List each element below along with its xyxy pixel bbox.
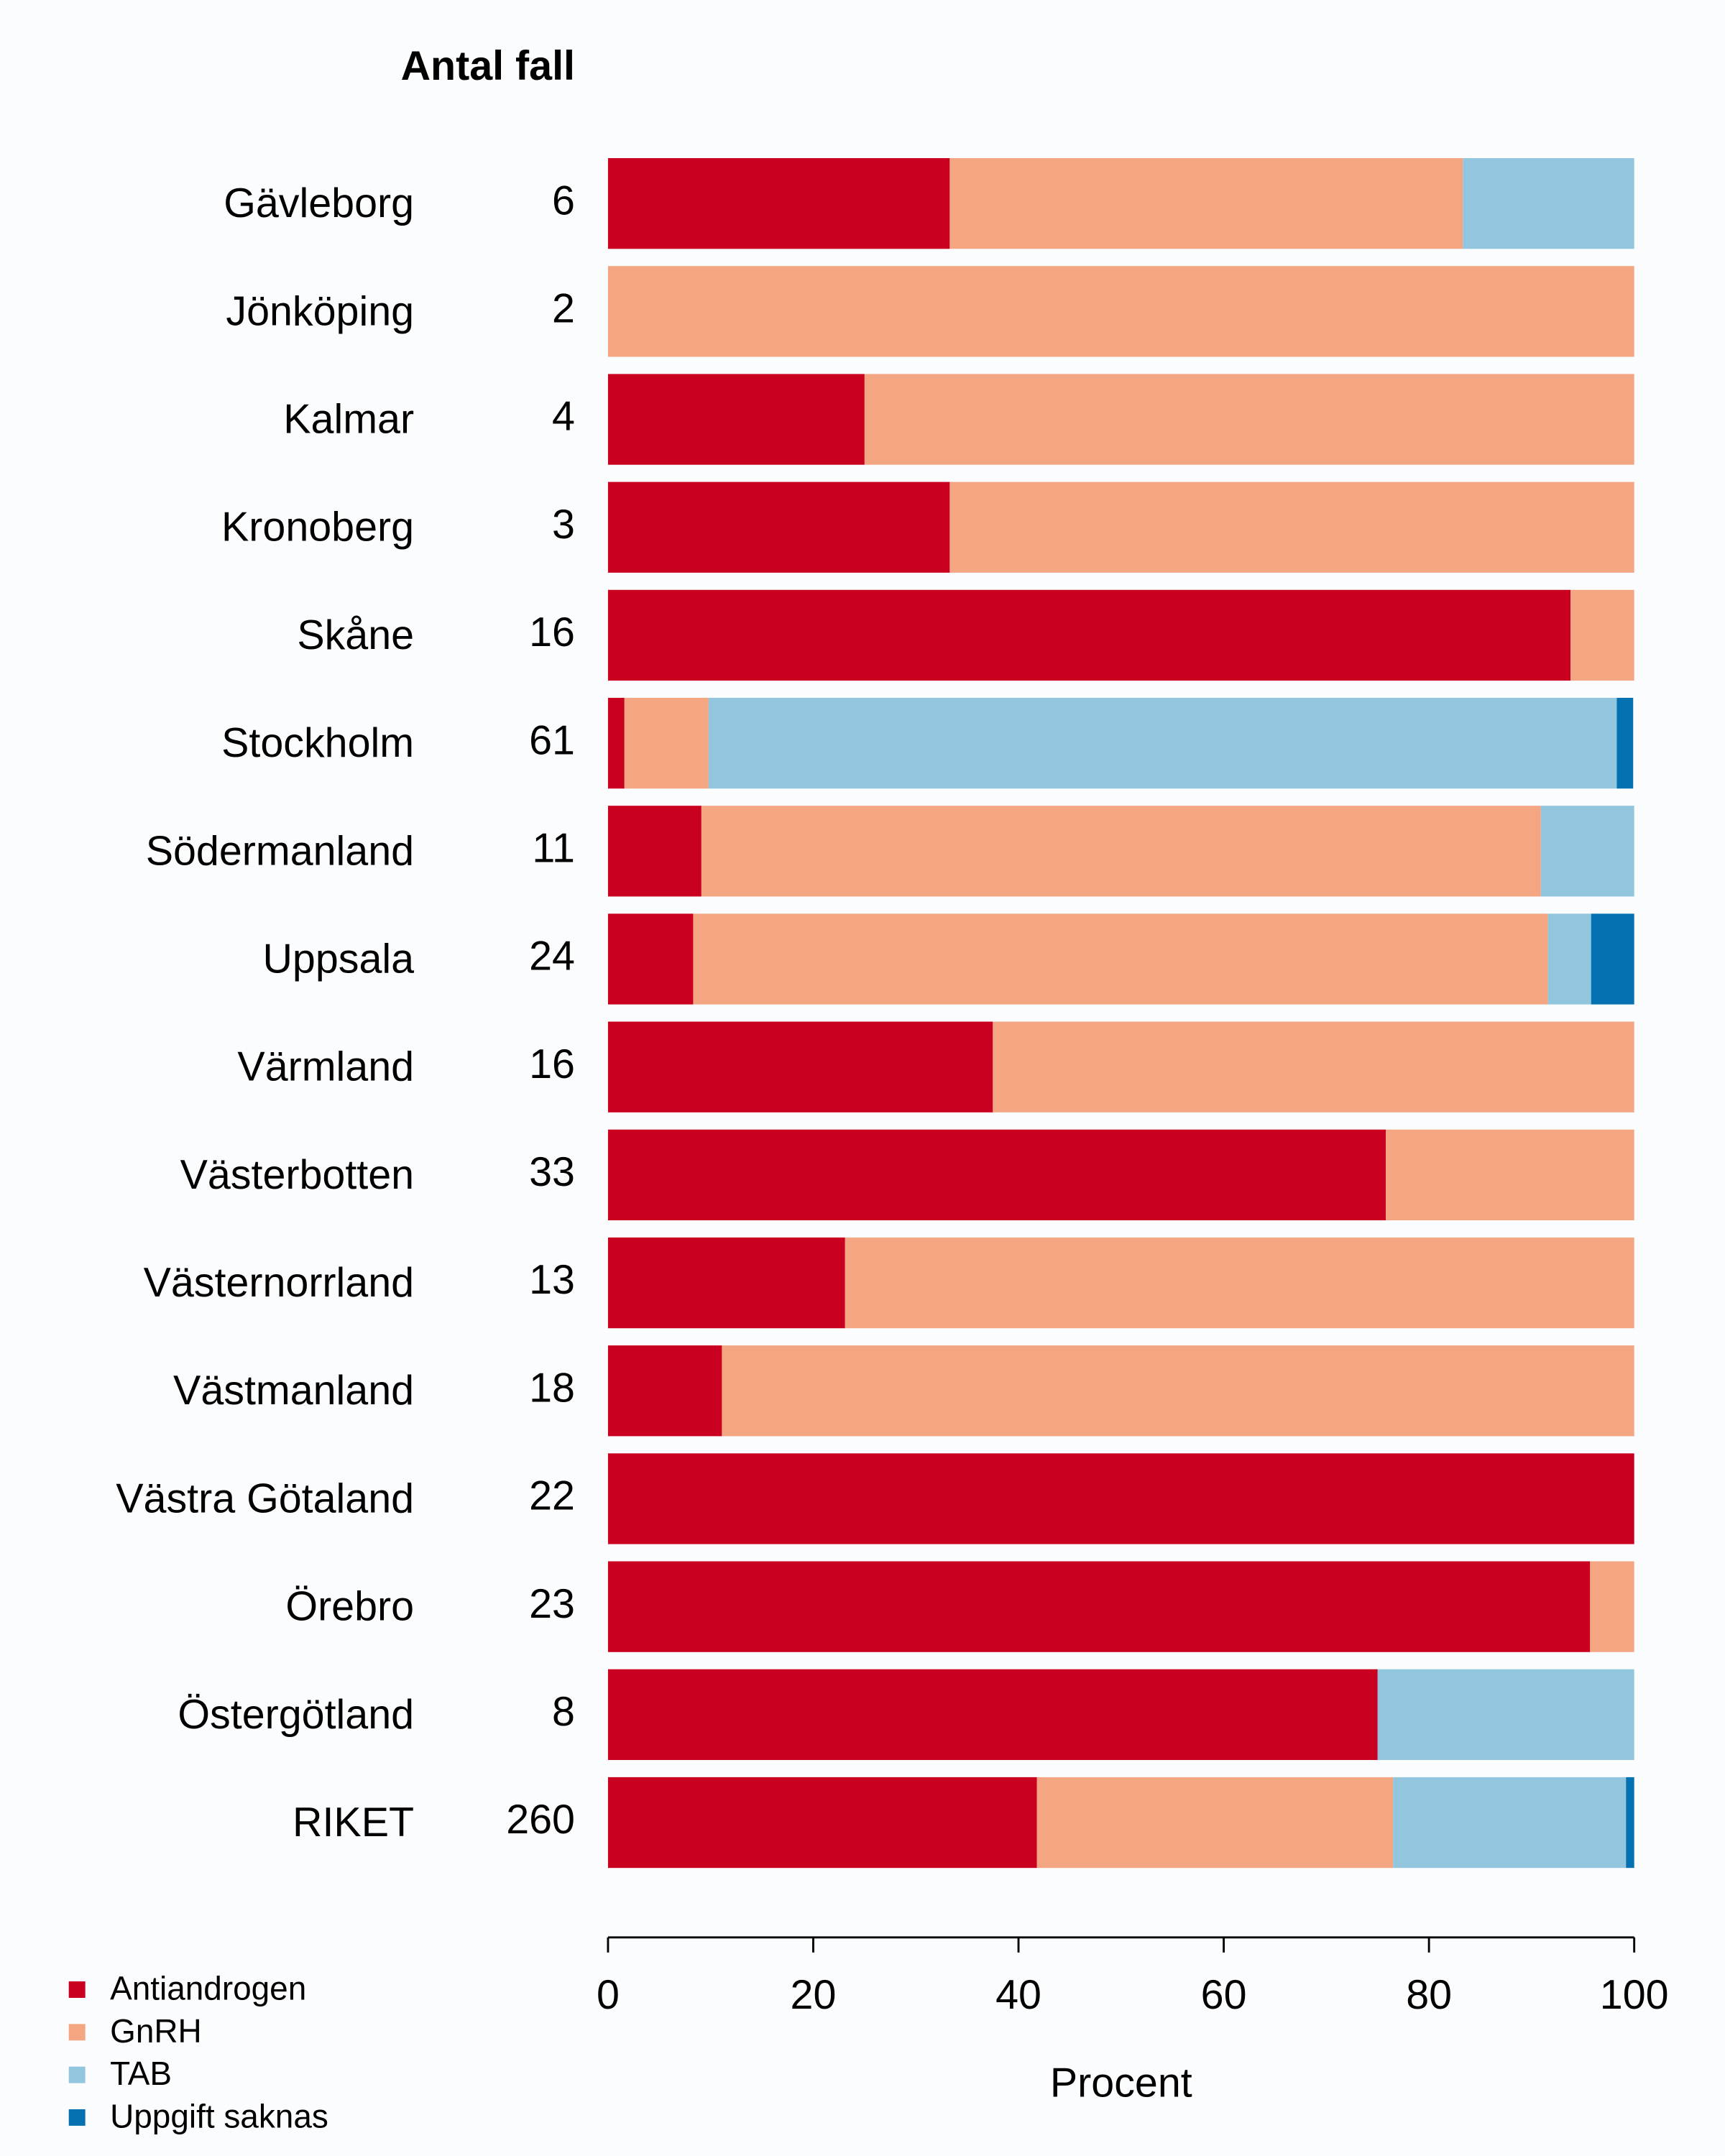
category-label: Kronoberg (221, 505, 414, 550)
count-label: 8 (552, 1689, 575, 1735)
legend-swatch (68, 1981, 86, 1998)
count-label: 4 (552, 394, 575, 440)
category-label: Stockholm (221, 720, 414, 766)
bar-segment (607, 1561, 1591, 1652)
bar-segment (607, 266, 1634, 357)
count-label: 24 (529, 934, 575, 980)
bar-segment (1591, 913, 1634, 1005)
bar-segment (607, 158, 950, 249)
bar-segment (1036, 1777, 1394, 1869)
count-label: 33 (529, 1149, 575, 1195)
legend-swatch (68, 2109, 86, 2126)
count-label: 61 (529, 717, 575, 763)
bar-segment (607, 913, 694, 1005)
bar-segment (949, 158, 1463, 249)
x-tick-label: 100 (1600, 1972, 1669, 2018)
count-label: 16 (529, 1041, 575, 1087)
category-label: Västmanland (173, 1368, 414, 1414)
x-axis-label: Procent (1050, 2060, 1192, 2106)
category-label: Örebro (285, 1584, 414, 1630)
category-label: Jönköping (226, 288, 414, 334)
bar-segment (1626, 1777, 1634, 1869)
bar-segment (607, 482, 950, 573)
bar-segment (1590, 1561, 1634, 1652)
category-label: Värmland (237, 1044, 414, 1090)
category-label: Södermanland (146, 828, 414, 874)
count-label: 3 (552, 502, 575, 548)
bar-segment (1540, 806, 1634, 897)
bar-segment (607, 1129, 1386, 1221)
bar-segment (607, 1345, 722, 1437)
bar-segment (607, 1777, 1037, 1869)
legend-label: Uppgift saknas (110, 2097, 328, 2134)
category-label: RIKET (293, 1800, 414, 1846)
bar-segment (607, 1669, 1378, 1760)
legend-swatch (68, 2024, 86, 2041)
bar-segment (607, 589, 1571, 681)
bar-segment (722, 1345, 1634, 1437)
bar-segment (864, 374, 1634, 465)
count-label: 11 (532, 825, 575, 871)
count-label: 2 (552, 286, 575, 332)
bar-segment (949, 482, 1634, 573)
category-label: Gävleborg (224, 180, 414, 226)
count-label: 23 (529, 1581, 575, 1627)
category-label: Västernorrland (144, 1260, 414, 1306)
bar-segment (607, 1237, 845, 1329)
bar-segment (607, 1453, 1634, 1544)
category-label: Kalmar (283, 397, 414, 443)
x-tick-label: 0 (597, 1972, 620, 2018)
legend-label: TAB (110, 2055, 172, 2092)
bar-segment (708, 697, 1617, 789)
x-tick-label: 80 (1406, 1972, 1452, 2018)
x-tick-label: 60 (1201, 1972, 1247, 2018)
count-label: 16 (529, 609, 575, 655)
bar-segment (607, 697, 625, 789)
bar-segment (1463, 158, 1634, 249)
legend-label: GnRH (110, 2012, 202, 2050)
bar-segment (1377, 1669, 1634, 1760)
count-header: Antal fall (401, 43, 575, 89)
bar-segment (1547, 913, 1591, 1005)
count-label: 260 (506, 1797, 575, 1843)
bar-segment (693, 913, 1548, 1005)
bar-segment (1570, 589, 1634, 681)
bar-segment (993, 1021, 1634, 1112)
x-tick-label: 40 (995, 1972, 1041, 2018)
bar-segment (607, 806, 702, 897)
bar-segment (624, 697, 709, 789)
count-label: 22 (529, 1473, 575, 1519)
bar-segment (845, 1237, 1634, 1329)
bar-segment (1386, 1129, 1634, 1221)
category-label: Västra Götaland (116, 1475, 414, 1521)
category-label: Skåne (297, 612, 414, 658)
x-tick-label: 20 (791, 1972, 837, 2018)
category-label: Västerbotten (180, 1152, 414, 1198)
legend-swatch (68, 2066, 86, 2083)
bar-segment (607, 374, 865, 465)
bar-segment (701, 806, 1541, 897)
legend-label: Antiandrogen (110, 1970, 306, 2007)
category-label: Östergötland (178, 1692, 414, 1738)
bar-segment (1393, 1777, 1627, 1869)
count-label: 18 (529, 1365, 575, 1411)
bar-segment (607, 1021, 993, 1112)
count-label: 6 (552, 178, 575, 224)
category-label: Uppsala (262, 936, 414, 982)
bar-segment (1616, 697, 1634, 789)
count-label: 13 (529, 1257, 575, 1303)
